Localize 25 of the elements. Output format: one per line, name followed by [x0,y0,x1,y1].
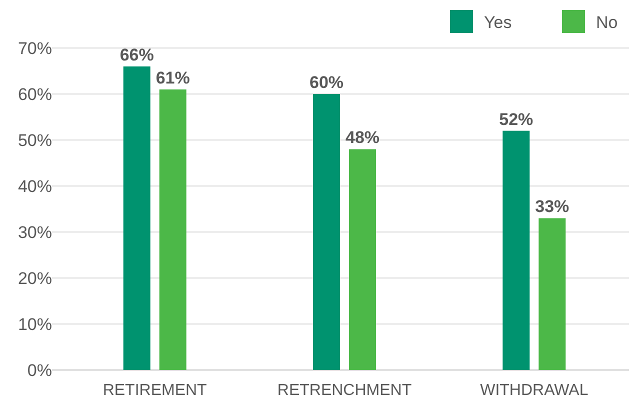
data-label: 48% [345,128,380,148]
bar [349,149,376,370]
x-tick-label: RETIREMENT [102,382,208,399]
data-label: 66% [120,45,154,64]
y-tick-label: 70% [18,38,52,58]
y-tick-label: 20% [18,268,52,288]
bar [123,66,150,370]
bar [538,218,566,370]
data-label: 52% [499,110,534,129]
bar [502,130,530,370]
legend-label: No [596,12,618,32]
y-tick-label: 50% [18,130,52,150]
x-tick-label: WITHDRAWAL [480,382,588,399]
bar [159,89,186,370]
y-tick-label: 30% [18,222,52,242]
y-tick-label: 60% [18,84,52,104]
data-label: 61% [156,68,190,88]
x-tick-label: RETRENCHMENT [277,382,412,399]
y-tick-label: 0% [27,360,52,380]
legend-label: Yes [484,12,512,32]
y-tick-label: 10% [18,314,52,334]
y-tick-label: 40% [18,176,52,196]
data-label: 60% [309,73,344,92]
data-label: 33% [535,197,570,216]
bar [313,94,340,370]
